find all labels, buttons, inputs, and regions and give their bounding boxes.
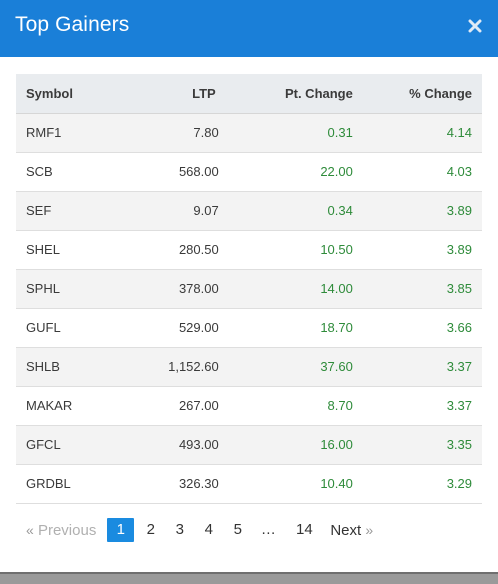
pct-change-cell: 3.89 [352, 191, 482, 231]
table-row[interactable]: SCB 568.00 22.00 4.03 [16, 152, 482, 192]
pct-change-cell: 3.37 [352, 386, 482, 426]
symbol-cell: SHEL [16, 230, 117, 270]
ltp-cell: 9.07 [116, 191, 219, 231]
page-2-button[interactable]: 2 [146, 521, 155, 538]
pagination: « Previous 1 2 3 4 5 … 14 Next » [20, 518, 379, 542]
chevron-left-icon: « [26, 522, 34, 538]
pt-change-cell: 8.70 [218, 386, 353, 426]
pct-change-cell: 3.35 [352, 425, 482, 465]
ltp-cell: 1,152.60 [116, 347, 219, 387]
table-row[interactable]: GRDBL 326.30 10.40 3.29 [16, 464, 482, 504]
pt-change-cell: 16.00 [218, 425, 353, 465]
ltp-cell: 326.30 [116, 464, 219, 504]
pt-change-cell: 10.40 [218, 464, 353, 504]
ltp-cell: 378.00 [116, 269, 219, 309]
symbol-cell: SCB [16, 152, 117, 192]
table-row[interactable]: SHEL 280.50 10.50 3.89 [16, 230, 482, 270]
ltp-cell: 529.00 [116, 308, 219, 348]
previous-page-button[interactable]: « Previous [20, 518, 102, 542]
page-1-button[interactable]: 1 [107, 518, 135, 542]
next-label: Next [330, 522, 362, 539]
pt-change-cell: 10.50 [218, 230, 353, 270]
symbol-cell: MAKAR [16, 386, 117, 426]
modal-title: Top Gainers [15, 13, 130, 36]
pt-change-cell: 18.70 [218, 308, 353, 348]
table-row[interactable]: MAKAR 267.00 8.70 3.37 [16, 386, 482, 426]
table-row[interactable]: SPHL 378.00 14.00 3.85 [16, 269, 482, 309]
pct-change-cell: 3.89 [352, 230, 482, 270]
close-button[interactable] [466, 15, 484, 41]
pt-change-cell: 14.00 [218, 269, 353, 309]
pt-change-cell: 37.60 [218, 347, 353, 387]
ltp-cell: 493.00 [116, 425, 219, 465]
pct-change-cell: 4.14 [352, 113, 482, 153]
symbol-cell: GUFL [16, 308, 117, 348]
symbol-cell: SHLB [16, 347, 117, 387]
symbol-cell: GRDBL [16, 464, 117, 504]
pct-change-cell: 4.03 [352, 152, 482, 192]
symbol-cell: SEF [16, 191, 117, 231]
previous-label: Previous [37, 522, 97, 539]
table-header-row: Symbol LTP Pt. Change % Change [16, 74, 482, 114]
table-row[interactable]: RMF1 7.80 0.31 4.14 [16, 113, 482, 153]
table-row[interactable]: SEF 9.07 0.34 3.89 [16, 191, 482, 231]
page-4-button[interactable]: 4 [204, 521, 213, 538]
column-header-pct-change[interactable]: % Change [352, 74, 482, 114]
pt-change-cell: 22.00 [218, 152, 353, 192]
page-3-button[interactable]: 3 [175, 521, 184, 538]
pct-change-cell: 3.85 [352, 269, 482, 309]
pct-change-cell: 3.29 [352, 464, 482, 504]
column-header-ltp[interactable]: LTP [116, 74, 219, 114]
page-5-button[interactable]: 5 [233, 521, 242, 538]
ltp-cell: 280.50 [116, 230, 219, 270]
chevron-right-icon: » [365, 522, 374, 538]
close-icon [468, 19, 482, 38]
pct-change-cell: 3.66 [352, 308, 482, 348]
pct-change-cell: 3.37 [352, 347, 482, 387]
table-row[interactable]: SHLB 1,152.60 37.60 3.37 [16, 347, 482, 387]
symbol-cell: GFCL [16, 425, 117, 465]
pt-change-cell: 0.34 [218, 191, 353, 231]
modal-header: Top Gainers [0, 0, 498, 57]
gainers-table: Symbol LTP Pt. Change % Change RMF1 7.80 0… [16, 74, 482, 504]
table-row[interactable]: GFCL 493.00 16.00 3.35 [16, 425, 482, 465]
pt-change-cell: 0.31 [218, 113, 353, 153]
page-14-button[interactable]: 14 [295, 521, 313, 538]
column-header-pt-change[interactable]: Pt. Change [218, 74, 353, 114]
ltp-cell: 568.00 [116, 152, 219, 192]
bottom-scrollbar[interactable] [0, 572, 498, 584]
table-row[interactable]: GUFL 529.00 18.70 3.66 [16, 308, 482, 348]
modal-body: Symbol LTP Pt. Change % Change RMF1 7.80 0… [0, 57, 498, 572]
next-page-button[interactable]: Next » [324, 518, 379, 542]
pagination-ellipsis: … [260, 521, 276, 538]
symbol-cell: SPHL [16, 269, 117, 309]
symbol-cell: RMF1 [16, 113, 117, 153]
column-header-symbol[interactable]: Symbol [16, 74, 117, 114]
ltp-cell: 7.80 [116, 113, 219, 153]
ltp-cell: 267.00 [116, 386, 219, 426]
